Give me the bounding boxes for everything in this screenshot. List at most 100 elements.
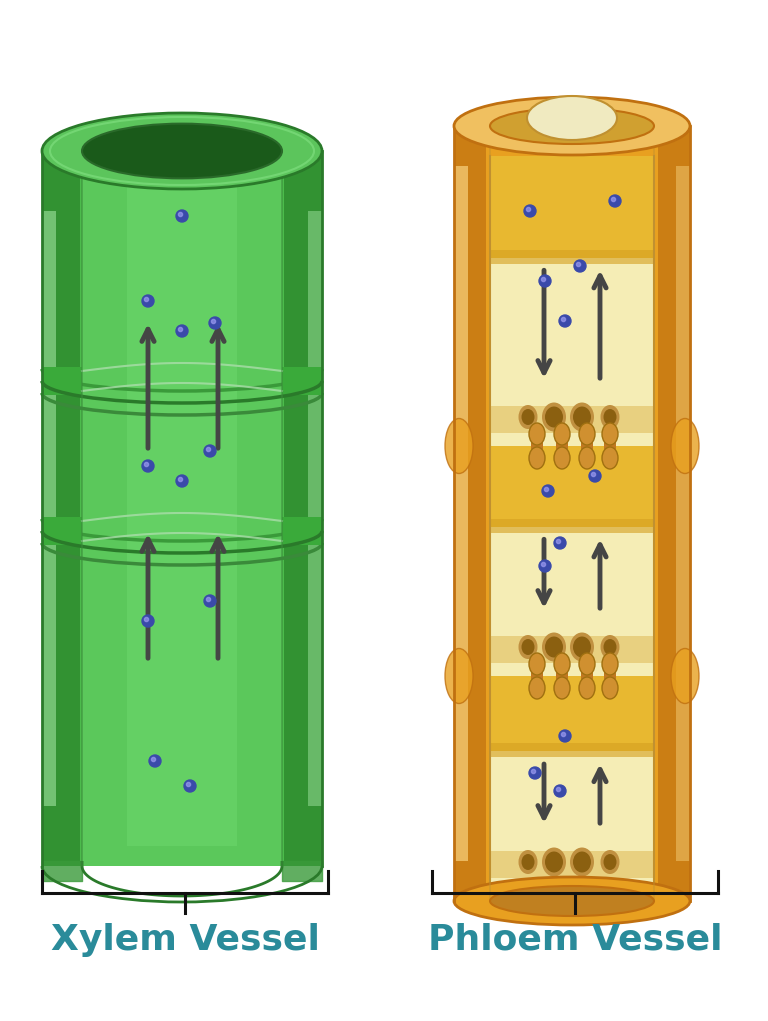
- Polygon shape: [42, 211, 56, 806]
- Ellipse shape: [570, 632, 594, 662]
- Polygon shape: [581, 436, 593, 456]
- Ellipse shape: [545, 636, 563, 658]
- Ellipse shape: [454, 877, 690, 925]
- Ellipse shape: [554, 653, 570, 675]
- Circle shape: [541, 563, 545, 567]
- Polygon shape: [454, 126, 486, 901]
- Circle shape: [207, 447, 210, 451]
- Ellipse shape: [554, 423, 570, 445]
- Ellipse shape: [542, 847, 566, 876]
- Ellipse shape: [542, 402, 566, 432]
- Circle shape: [526, 207, 531, 211]
- Polygon shape: [42, 517, 82, 545]
- Polygon shape: [490, 249, 654, 263]
- Circle shape: [187, 782, 190, 786]
- Circle shape: [184, 780, 196, 792]
- Ellipse shape: [601, 635, 620, 659]
- Polygon shape: [490, 446, 654, 527]
- Polygon shape: [490, 446, 654, 676]
- Ellipse shape: [604, 639, 617, 655]
- Polygon shape: [556, 436, 568, 456]
- Ellipse shape: [490, 108, 654, 144]
- Polygon shape: [282, 517, 322, 545]
- Circle shape: [144, 297, 148, 301]
- Ellipse shape: [529, 447, 545, 469]
- Polygon shape: [490, 743, 654, 758]
- Ellipse shape: [42, 113, 322, 189]
- Ellipse shape: [454, 97, 690, 155]
- Ellipse shape: [529, 677, 545, 699]
- Circle shape: [577, 262, 581, 266]
- Polygon shape: [42, 367, 82, 395]
- Polygon shape: [42, 151, 322, 866]
- Polygon shape: [490, 676, 654, 751]
- Ellipse shape: [521, 409, 535, 425]
- Ellipse shape: [579, 653, 595, 675]
- Polygon shape: [490, 850, 654, 878]
- Circle shape: [209, 317, 221, 329]
- Circle shape: [539, 560, 551, 572]
- Circle shape: [591, 473, 596, 477]
- Polygon shape: [490, 519, 654, 533]
- Ellipse shape: [573, 636, 591, 658]
- Ellipse shape: [579, 423, 595, 445]
- Circle shape: [204, 595, 216, 607]
- Ellipse shape: [671, 648, 699, 703]
- Ellipse shape: [604, 854, 617, 870]
- Ellipse shape: [570, 402, 594, 432]
- Text: Phloem Vessel: Phloem Vessel: [428, 923, 722, 957]
- Circle shape: [144, 463, 148, 467]
- Circle shape: [204, 445, 216, 457]
- Ellipse shape: [601, 405, 620, 429]
- Ellipse shape: [518, 850, 538, 874]
- Polygon shape: [490, 676, 654, 891]
- Circle shape: [142, 615, 154, 627]
- Ellipse shape: [521, 854, 535, 870]
- Circle shape: [529, 767, 541, 779]
- Polygon shape: [658, 126, 690, 901]
- Polygon shape: [676, 166, 690, 861]
- Ellipse shape: [602, 653, 618, 675]
- Circle shape: [178, 328, 183, 332]
- Polygon shape: [581, 666, 593, 686]
- Ellipse shape: [554, 677, 570, 699]
- Circle shape: [611, 197, 616, 201]
- Circle shape: [542, 485, 554, 497]
- Circle shape: [554, 537, 566, 549]
- Polygon shape: [42, 151, 80, 866]
- Ellipse shape: [579, 447, 595, 469]
- Circle shape: [144, 618, 148, 622]
- Circle shape: [149, 755, 161, 767]
- Circle shape: [554, 785, 566, 797]
- Circle shape: [151, 758, 156, 762]
- Ellipse shape: [579, 677, 595, 699]
- Circle shape: [176, 210, 188, 222]
- Ellipse shape: [602, 677, 618, 699]
- Ellipse shape: [554, 447, 570, 469]
- Polygon shape: [490, 156, 654, 257]
- Circle shape: [539, 275, 551, 287]
- Circle shape: [176, 325, 188, 337]
- Ellipse shape: [573, 406, 591, 428]
- Polygon shape: [282, 367, 322, 395]
- Circle shape: [561, 318, 565, 322]
- Circle shape: [524, 205, 536, 217]
- Circle shape: [545, 487, 548, 491]
- Ellipse shape: [545, 852, 563, 873]
- Ellipse shape: [545, 406, 563, 428]
- Circle shape: [178, 478, 183, 482]
- Ellipse shape: [445, 419, 473, 474]
- Polygon shape: [454, 126, 690, 901]
- Polygon shape: [604, 436, 616, 456]
- Ellipse shape: [529, 653, 545, 675]
- Ellipse shape: [601, 850, 620, 874]
- Ellipse shape: [82, 124, 282, 179]
- Text: Xylem Vessel: Xylem Vessel: [51, 923, 319, 957]
- Ellipse shape: [445, 648, 473, 703]
- Polygon shape: [284, 151, 322, 866]
- Ellipse shape: [518, 405, 538, 429]
- Polygon shape: [604, 666, 616, 686]
- Ellipse shape: [570, 847, 594, 876]
- Circle shape: [609, 195, 621, 207]
- Polygon shape: [454, 166, 468, 861]
